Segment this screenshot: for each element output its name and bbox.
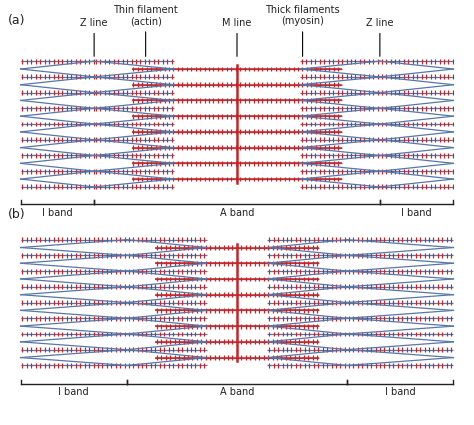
Text: Z line: Z line — [366, 18, 393, 57]
Text: Z line: Z line — [81, 18, 108, 57]
Text: A band: A band — [220, 207, 254, 218]
Text: Thick filaments
(myosin): Thick filaments (myosin) — [265, 5, 340, 57]
Text: M line: M line — [222, 18, 252, 57]
Text: A band: A band — [220, 387, 254, 397]
Text: I band: I band — [58, 387, 89, 397]
Text: (b): (b) — [8, 208, 25, 221]
Text: I band: I band — [401, 207, 432, 218]
Text: (a): (a) — [8, 14, 25, 27]
Text: I band: I band — [385, 387, 416, 397]
Text: I band: I band — [42, 207, 73, 218]
Text: Thin filament
(actin): Thin filament (actin) — [113, 5, 178, 57]
